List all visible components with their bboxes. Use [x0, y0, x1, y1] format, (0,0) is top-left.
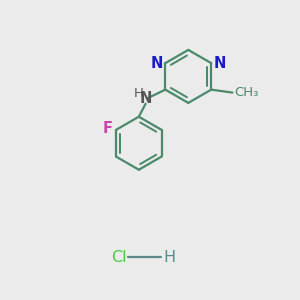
Text: F: F	[102, 121, 112, 136]
Text: H: H	[163, 250, 176, 265]
Text: Cl: Cl	[111, 250, 126, 265]
Text: N: N	[140, 91, 152, 106]
Text: H: H	[134, 87, 144, 100]
Text: CH₃: CH₃	[235, 86, 259, 99]
Text: N: N	[214, 56, 226, 70]
Text: N: N	[151, 56, 163, 70]
